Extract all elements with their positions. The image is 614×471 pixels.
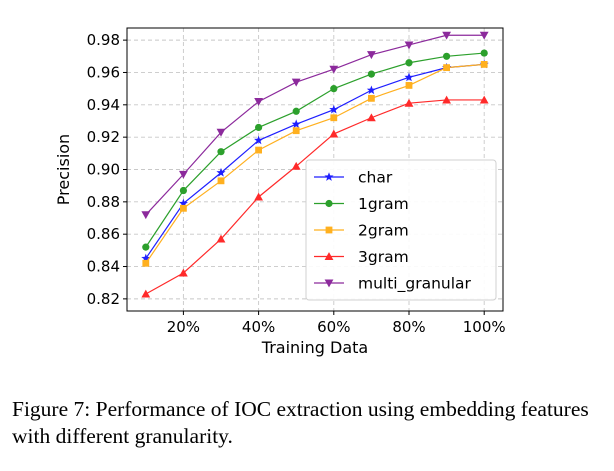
y-tick-label-5: 0.92 [87,128,120,146]
data-point-multi_granular-7 [404,41,414,50]
data-point-2gram-3 [255,146,262,154]
data-point-2gram-6 [368,94,375,102]
data-point-3gram-4 [291,161,301,170]
x-tick-label-0: 20% [167,318,200,336]
data-point-char-5 [329,104,339,114]
data-point-3gram-2 [216,234,226,243]
series-multi_granular [141,31,489,220]
x-tick-label-3: 80% [392,318,425,336]
x-tick-label-2: 60% [317,318,350,336]
figure-caption: Figure 7: Performance of IOC extraction … [12,397,589,448]
series-1gram [142,49,488,251]
legend-label-2gram: 2gram [358,222,409,240]
series-3gram [141,95,489,298]
data-point-1gram-5 [330,85,338,93]
data-point-multi_granular-0 [141,211,151,220]
data-point-1gram-9 [480,49,488,57]
legend-marker-1gram [325,199,333,208]
data-point-char-1 [178,198,188,208]
data-point-char-4 [291,119,301,129]
data-point-1gram-7 [405,59,413,67]
data-point-2gram-1 [180,204,187,212]
data-point-1gram-3 [255,123,263,132]
data-point-3gram-9 [479,95,489,104]
y-tick-label-7: 0.96 [87,63,120,81]
y-tick-label-3: 0.88 [87,193,120,211]
data-point-1gram-2 [217,148,225,156]
series-2gram [142,60,488,267]
legend-label-3gram: 3gram [358,248,409,266]
data-point-1gram-8 [443,52,451,60]
data-point-2gram-5 [330,114,338,122]
legend-marker-char [324,172,334,181]
y-tick-label-8: 0.98 [87,31,120,49]
data-point-1gram-1 [179,186,187,195]
data-point-char-0 [141,253,151,263]
data-point-multi_granular-2 [216,128,226,137]
data-point-multi_granular-9 [479,31,489,40]
legend-marker-multi_granular [324,279,334,288]
data-point-multi_granular-1 [179,170,188,179]
x-axis-label: Training Data [261,338,368,357]
data-point-2gram-4 [292,127,300,135]
legend-label-char: char [358,169,393,187]
data-point-multi_granular-3 [254,98,263,106]
data-point-2gram-7 [405,82,413,89]
series-line-multi_granular [145,34,485,216]
x-tick-label-1: 40% [242,318,275,336]
data-point-multi_granular-5 [329,65,339,74]
y-tick-label-6: 0.94 [87,96,120,114]
data-point-3gram-3 [254,192,263,201]
data-point-1gram-0 [142,243,150,251]
legend: char 1gram 2gram 3gram multi_granular [305,159,497,301]
line-chart: 0.82 0.84 0.86 0.88 0.90 0.92 0.94 0.96 0.98 20% 4… [54,27,506,357]
legend-label-1gram: 1gram [358,195,409,213]
data-point-2gram-2 [217,177,225,185]
data-point-2gram-8 [443,64,450,72]
y-tick-label-1: 0.84 [87,258,120,276]
data-point-2gram-9 [480,60,488,68]
series-line-1gram [145,52,485,248]
legend-marker-3gram [324,252,334,261]
y-tick-label-0: 0.82 [87,290,120,308]
x-tick-label-4: 100% [463,318,506,336]
data-point-char-6 [366,85,376,95]
data-point-1gram-4 [292,107,300,115]
series-line-2gram [145,63,485,264]
series-line-3gram [145,99,485,295]
data-point-3gram-8 [442,95,451,104]
data-point-3gram-7 [404,98,414,107]
data-point-1gram-6 [367,70,375,78]
data-point-char-7 [404,72,414,82]
legend-label-multi_granular: multi_granular [358,275,472,294]
legend-box [305,159,497,301]
data-point-multi_granular-8 [442,31,451,40]
series-line-char [145,63,485,259]
data-point-multi_granular-6 [367,51,376,60]
data-point-3gram-0 [141,289,151,298]
data-point-3gram-5 [329,129,339,138]
data-point-multi_granular-4 [291,78,301,87]
data-point-3gram-6 [367,113,376,122]
data-point-2gram-0 [142,259,150,267]
legend-marker-2gram [325,226,333,234]
data-point-char-2 [216,167,226,177]
y-tick-label-2: 0.86 [87,225,120,243]
y-tick-label-4: 0.90 [87,161,120,179]
data-point-char-3 [254,135,264,145]
data-point-3gram-1 [179,268,188,277]
y-axis-label: Precision [54,134,73,205]
